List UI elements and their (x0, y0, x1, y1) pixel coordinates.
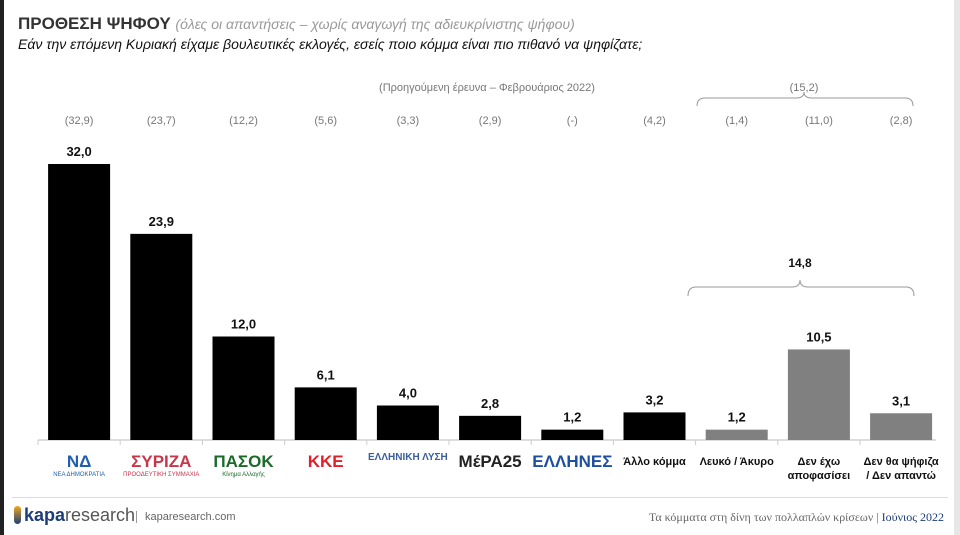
previous-value-label: (3,3) (397, 115, 420, 127)
chart-title: ΠΡΟΘΕΣΗ ΨΗΦΟΥ (όλες οι απαντήσεις – χωρί… (18, 14, 575, 34)
previous-value-label: (32,9) (65, 115, 94, 127)
category-label: Άλλο κόμμα (623, 456, 686, 468)
previous-value-label: (12,2) (229, 115, 258, 127)
previous-group-bracket (696, 91, 914, 107)
bar (376, 405, 439, 440)
value-label: 10,5 (806, 329, 831, 344)
party-logo: ΝΔ ΝΕΑ ΔΗΜΟΚΡΑΤΙΑ (39, 452, 119, 478)
value-label: 12,0 (231, 317, 256, 332)
value-label: 3,1 (892, 393, 910, 408)
value-label: 32,0 (66, 144, 91, 159)
party-logo: ΣΥΡΙΖΑ ΠΡΟΟΔΕΥΤΙΚΗ ΣΥΜΜΑΧΙΑ (121, 452, 201, 478)
previous-value-label: (2,8) (890, 115, 913, 127)
category-label: Δεν έχω αποφασίσει (787, 456, 851, 482)
brand-bold: kapa (24, 505, 66, 525)
bar (48, 164, 111, 440)
previous-value-label: (23,7) (147, 115, 176, 127)
title-main: ΠΡΟΘΕΣΗ ΨΗΦΟΥ (18, 14, 171, 33)
party-logo-text: ΚΚΕ (307, 452, 344, 471)
bar (541, 429, 604, 440)
previous-caption: (Προηγούμενη έρευνα – Φεβρουάριος 2022) (379, 82, 595, 94)
bar (870, 413, 933, 440)
previous-value-label: (1,4) (725, 115, 748, 127)
right-edge (954, 0, 960, 535)
previous-group-total: (15,2) (790, 82, 819, 94)
previous-value-label: (2,9) (479, 115, 502, 127)
previous-value-label: (4,2) (643, 115, 666, 127)
party-logo: ΚΚΕ (286, 452, 366, 472)
left-edge (0, 0, 4, 535)
brand-rest: research (65, 505, 136, 525)
value-label: 1,2 (728, 410, 746, 425)
bar (212, 336, 275, 440)
party-logo-text: ΕΛΛΗΝΕΣ (532, 452, 613, 471)
party-logo-text: ΜέΡΑ25 (458, 452, 522, 471)
party-logo-text: ΕΛΛΗΝΙΚΗ ΛΥΣΗ (368, 452, 448, 463)
bar-chart: 32,0 (32,9) 23,9 (23,7) 12,0 (12,2) 6,1 (5,6) 4,… (37, 82, 936, 445)
value-label: 4,0 (399, 386, 417, 401)
website-link[interactable]: kaparesearch.com (136, 511, 236, 523)
party-logo: ΕΛΛΗΝΙΚΗ ΛΥΣΗ (368, 452, 448, 463)
footer-caption: Τα κόμματα στη δίνη των πολλαπλών κρίσεω… (649, 510, 944, 525)
footer-divider (12, 497, 948, 498)
bar (130, 233, 193, 440)
footer-date: Ιούνιος 2022 (881, 510, 944, 524)
logo-mark-icon (14, 506, 21, 524)
group-bracket (687, 279, 915, 297)
party-logo-subtext: Κίνημα Αλλαγής (222, 472, 265, 478)
category-label: Λευκό / Άκυρο (699, 456, 774, 468)
party-logo-text: ΣΥΡΙΖΑ (131, 452, 192, 471)
category-label: Δεν θα ψήφιζα / Δεν απαντώ (863, 456, 939, 482)
kapa-research-logo: kaparesearch (14, 505, 135, 526)
footer-caption-text: Τα κόμματα στη δίνη των πολλαπλών κρίσεω… (648, 510, 879, 524)
bar (705, 429, 768, 440)
value-label: 1,2 (563, 410, 581, 425)
party-logo: ΕΛΛΗΝΕΣ (532, 452, 612, 472)
party-logo-subtext: ΝΕΑ ΔΗΜΟΚΡΑΤΙΑ (53, 472, 105, 478)
party-logo: ΜέΡΑ25 (450, 452, 530, 472)
party-logo-subtext: ΠΡΟΟΔΕΥΤΙΚΗ ΣΥΜΜΑΧΙΑ (123, 472, 200, 478)
value-label: 23,9 (149, 214, 174, 229)
title-note: (όλες οι απαντήσεις – χωρίς αναγωγή της … (175, 16, 575, 32)
question-text: Εάν την επόμενη Κυριακή είχαμε βουλευτικ… (18, 36, 643, 52)
bar (623, 412, 686, 440)
previous-value-label: (5,6) (314, 115, 337, 127)
party-logo-text: ΝΔ (66, 452, 92, 471)
value-label: 6,1 (317, 367, 335, 382)
value-label: 2,8 (481, 396, 499, 411)
previous-value-label: (-) (567, 115, 578, 127)
bar (294, 387, 357, 440)
party-logo: ΠΑΣΟΚ Κίνημα Αλλαγής (204, 452, 284, 478)
bar (787, 349, 850, 440)
previous-value-label: (11,0) (805, 115, 833, 127)
value-label: 3,2 (645, 392, 663, 407)
bar (459, 415, 522, 440)
group-total-label: 14,8 (788, 256, 812, 270)
party-logo-text: ΠΑΣΟΚ (213, 452, 274, 471)
